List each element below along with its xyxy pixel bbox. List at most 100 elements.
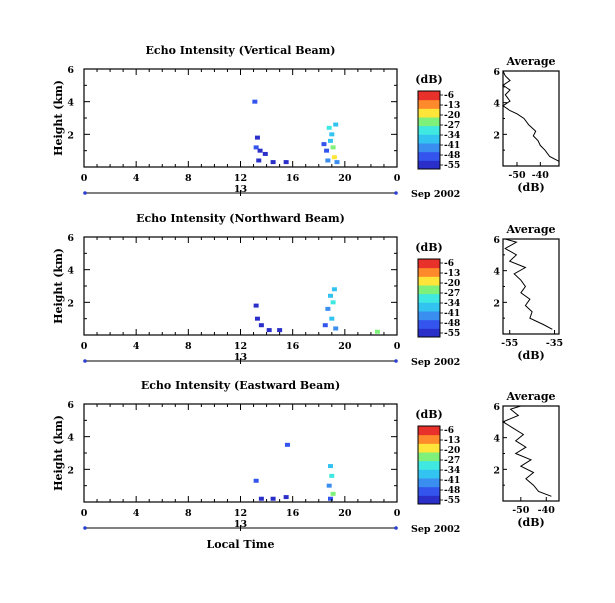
average-x-tick-label: -50 (508, 170, 526, 181)
colorbar-tick-label: -34 (444, 131, 460, 141)
x-tick-label: 4 (133, 173, 140, 184)
x-axis-label: Local Time (207, 538, 275, 551)
echo-cell (253, 145, 259, 150)
date-label: Sep 2002 (411, 189, 460, 200)
x-tick-label: 0 (394, 341, 401, 352)
colorbar-tick-label: -48 (444, 319, 460, 329)
colorbar-segment (418, 160, 440, 170)
y-tick-label: 2 (67, 130, 74, 141)
panel-title: Echo Intensity (Vertical Beam) (145, 44, 335, 57)
colorbar-segment (418, 486, 440, 496)
echo-cell (325, 158, 331, 163)
average-x-tick-label: -40 (532, 170, 550, 181)
average-y-tick-label: 2 (493, 130, 500, 141)
date-bar-start-marker (83, 359, 87, 363)
date-bar-end-marker (394, 359, 398, 363)
echo-cell (374, 329, 380, 334)
average-y-tick-label: 4 (493, 434, 500, 445)
colorbar-segment (418, 434, 440, 444)
average-y-tick-label: 6 (493, 235, 500, 246)
colorbar-tick-label: -55 (444, 329, 460, 339)
echo-cell (253, 478, 259, 483)
echo-cell (254, 316, 260, 321)
colorbar-tick-label: -55 (444, 496, 460, 506)
panel-title: Echo Intensity (Eastward Beam) (141, 379, 340, 392)
echo-cell (258, 496, 264, 501)
y-axis-label: Height (km) (52, 248, 65, 324)
x-tick-label: 8 (185, 341, 192, 352)
average-frame (502, 70, 560, 167)
echo-cell (324, 148, 330, 153)
colorbar-tick-label: -6 (444, 91, 454, 101)
echo-cell (334, 160, 340, 165)
x-tick-label: 12 (234, 341, 247, 352)
colorbar-tick-label: -13 (444, 101, 460, 111)
colorbar-tick-label: -13 (444, 436, 460, 446)
average-x-axis-label: (dB) (517, 516, 544, 529)
average-profile-line (502, 70, 560, 162)
colorbar-segment (418, 276, 440, 286)
colorbar-segment (418, 478, 440, 488)
average-y-tick-label: 2 (493, 465, 500, 476)
y-tick-label: 2 (67, 465, 74, 476)
plot-frame (83, 403, 398, 503)
average-x-axis-label: (dB) (517, 349, 544, 362)
colorbar-tick-label: -27 (444, 121, 460, 131)
x-tick-label: 4 (133, 508, 140, 519)
colorbar-segment (418, 151, 440, 161)
colorbar-segment (418, 91, 440, 101)
average-y-tick-label: 2 (493, 298, 500, 309)
echo-cell (284, 442, 290, 447)
echo-cell (327, 293, 333, 298)
colorbar-tick-label: -48 (444, 151, 460, 161)
average-title: Average (505, 223, 555, 236)
average-title: Average (505, 390, 555, 403)
colorbar-segment (418, 293, 440, 303)
colorbar-segment (418, 460, 440, 470)
colorbar-segment (418, 267, 440, 277)
colorbar-segment (418, 426, 440, 436)
echo-cell (329, 316, 335, 321)
echo-cell (262, 151, 268, 156)
x-tick-label: 8 (185, 508, 192, 519)
x-tick-label: 0 (81, 508, 88, 519)
y-tick-label: 4 (67, 266, 74, 277)
colorbar-segment (418, 125, 440, 135)
echo-cell (333, 326, 339, 331)
average-y-tick-label: 4 (493, 99, 500, 110)
echo-cell (270, 160, 276, 165)
colorbar-tick-label: -55 (444, 161, 460, 171)
colorbar-segment (418, 452, 440, 462)
date-bar-end-marker (394, 191, 398, 195)
plot-frame (83, 68, 398, 168)
average-x-tick-label: -35 (546, 338, 563, 349)
echo-cell (270, 496, 276, 501)
average-x-axis-label: (dB) (517, 181, 544, 194)
echo-cell (254, 135, 260, 140)
average-profile-line (504, 238, 553, 330)
echo-cell (277, 328, 283, 333)
echo-cell (327, 138, 333, 143)
colorbar-tick-label: -6 (444, 259, 454, 269)
colorbar-label: (dB) (415, 73, 442, 86)
x-tick-label: 16 (286, 341, 300, 352)
colorbar-tick-label: -20 (444, 446, 460, 456)
average-frame (502, 238, 560, 335)
echo-cell (329, 473, 335, 478)
echo-cell (252, 99, 258, 104)
colorbar-tick-label: -27 (444, 289, 460, 299)
colorbar-tick-label: -34 (444, 299, 460, 309)
echo-cell (283, 160, 289, 165)
x-tick-label: 0 (394, 508, 401, 519)
colorbar-segment (418, 108, 440, 118)
echo-cell (331, 155, 337, 160)
x-tick-label: 0 (81, 341, 88, 352)
colorbar-label: (dB) (415, 241, 442, 254)
x-tick-label: 12 (234, 508, 247, 519)
echo-cell (330, 491, 336, 496)
y-axis-label: Height (km) (52, 80, 65, 156)
y-axis-label: Height (km) (52, 415, 65, 491)
colorbar-segment (418, 311, 440, 321)
colorbar-tick-label: -13 (444, 269, 460, 279)
x-tick-label: 20 (338, 341, 352, 352)
